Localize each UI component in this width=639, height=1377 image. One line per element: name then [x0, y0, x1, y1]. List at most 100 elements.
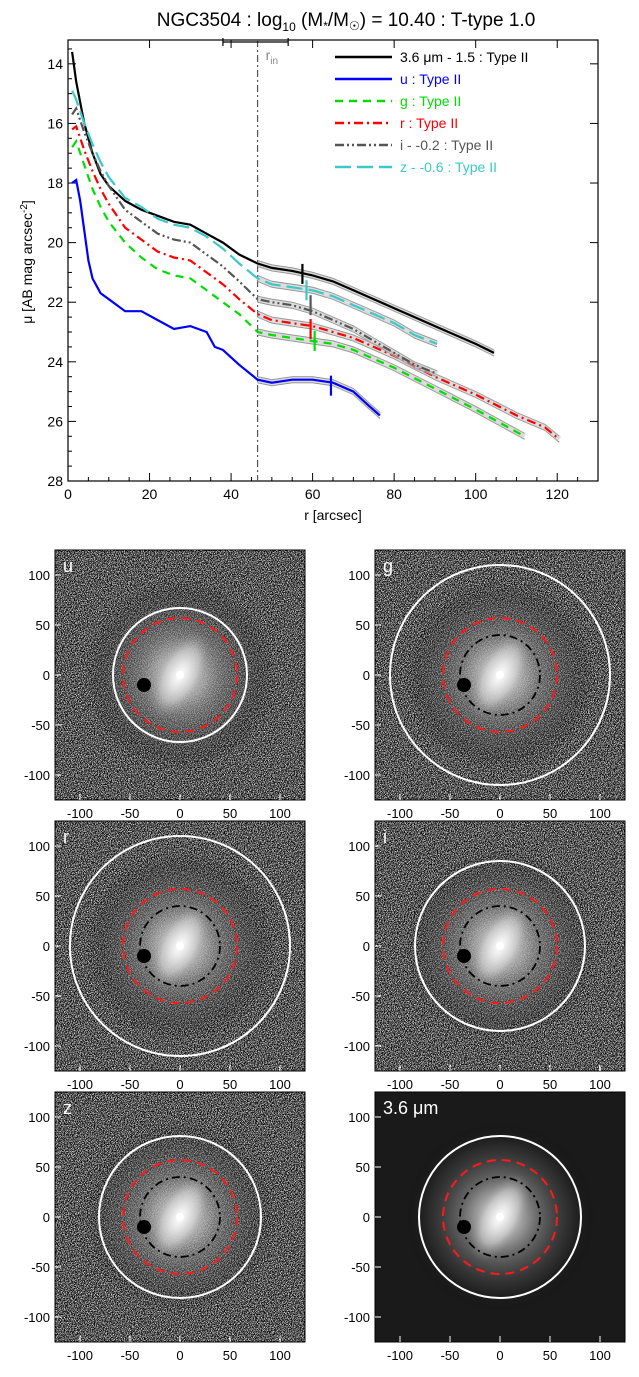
panel-x-tick-label: 100	[269, 806, 291, 821]
panel-x-tick-label: -50	[441, 1077, 460, 1092]
x-tick-label: 40	[223, 486, 239, 502]
legend-label: g : Type II	[400, 93, 461, 109]
inner-dashdot-circle	[139, 905, 221, 987]
y-axis-label: μ [AB mag arcsec-2]	[19, 200, 35, 324]
red-dashed-circle	[442, 1159, 558, 1275]
chart-title: NGC3504 : log10 (M*/M☉) = 10.40 : T-type…	[157, 10, 536, 34]
y-tick-label: 26	[47, 413, 63, 429]
panel-x-tick-label: 100	[589, 1348, 611, 1363]
panel-x-tick-label: 100	[269, 1348, 291, 1363]
x-tick-label: 20	[142, 486, 158, 502]
masked-star	[137, 949, 151, 963]
panel-y-tick-label: 100	[28, 568, 50, 583]
profile-chart: NGC3504 : log10 (M*/M☉) = 10.40 : T-type…	[19, 10, 599, 523]
panel-layer: u -100 -100 -50 -50 0 0 50 50 100 100 g -100 -100 -50 -…	[24, 549, 626, 1363]
panel-x-tick-label: -100	[67, 1348, 93, 1363]
panel-x-tick-label: 50	[543, 1077, 557, 1092]
panel-x-tick-label: -100	[387, 806, 413, 821]
panel-label: 3.6 μm	[383, 1098, 438, 1118]
red-dashed-circle	[122, 888, 238, 1004]
outer-circle	[69, 835, 291, 1057]
galaxy-nucleus	[496, 1213, 504, 1221]
series-line-0	[71, 51, 495, 354]
galaxy-nucleus	[176, 1213, 184, 1221]
image-panels: u -100 -100 -50 -50 0 0 50 50 100 100 g -100 -100 -50 -…	[24, 549, 626, 1363]
series-layer	[71, 51, 562, 443]
panel-y-tick-label: -50	[351, 1260, 370, 1275]
y-tick-label: 22	[47, 294, 63, 310]
inner-dashdot-circle	[459, 634, 541, 716]
series-line-2	[71, 138, 526, 438]
series-line-1	[71, 178, 381, 417]
panel-x-tick-label: 0	[496, 806, 503, 821]
panel-y-tick-label: 50	[356, 1160, 370, 1175]
outer-circle	[98, 1135, 262, 1299]
panel-y-tick-label: 0	[363, 1210, 370, 1225]
panel-x-tick-label: -50	[121, 806, 140, 821]
panel-y-tick-label: 50	[36, 1160, 50, 1175]
x-tick-label: 60	[305, 486, 321, 502]
image-panel-0: u -100 -100 -50 -50 0 0 50 50 100 100	[24, 549, 306, 821]
panel-label: z	[63, 1098, 72, 1118]
panel-label: r	[63, 827, 69, 847]
legend-label: u : Type II	[400, 71, 461, 87]
panel-x-tick-label: 100	[269, 1077, 291, 1092]
panel-x-tick-label: 0	[176, 1077, 183, 1092]
red-dashed-circle	[122, 617, 238, 733]
image-panel-1: g -100 -100 -50 -50 0 0 50 50 100 100	[344, 549, 626, 821]
outer-circle	[414, 860, 586, 1032]
panel-y-tick-label: 100	[28, 839, 50, 854]
red-dashed-circle	[122, 1159, 238, 1275]
panel-y-tick-label: 0	[43, 1210, 50, 1225]
panel-x-tick-label: 0	[496, 1077, 503, 1092]
panel-x-tick-label: 50	[543, 806, 557, 821]
panel-x-tick-label: 0	[496, 1348, 503, 1363]
y-tick-label: 20	[47, 235, 63, 251]
panel-y-tick-label: 50	[356, 618, 370, 633]
panel-x-tick-label: 50	[223, 1348, 237, 1363]
panel-x-tick-label: -50	[441, 1348, 460, 1363]
panel-x-tick-label: 100	[589, 806, 611, 821]
masked-star	[137, 678, 151, 692]
panel-y-tick-label: 0	[43, 939, 50, 954]
masked-star	[457, 678, 471, 692]
y-tick-label: 18	[47, 175, 63, 191]
inner-dashdot-circle	[139, 1176, 221, 1258]
panel-y-tick-label: 100	[348, 1110, 370, 1125]
error-band	[256, 376, 382, 418]
x-tick-label: 120	[546, 486, 570, 502]
legend: 3.6 μm - 1.5 : Type II u : Type II g : Typ…	[335, 49, 528, 175]
panel-y-tick-label: 0	[363, 668, 370, 683]
panel-y-tick-label: 0	[43, 668, 50, 683]
panel-y-tick-label: -100	[344, 768, 370, 783]
red-dashed-circle	[442, 888, 558, 1004]
outer-circle	[418, 1135, 582, 1299]
panel-x-tick-label: -100	[67, 1077, 93, 1092]
panel-x-tick-label: -100	[387, 1348, 413, 1363]
masked-star	[457, 949, 471, 963]
masked-star	[457, 1220, 471, 1234]
y-tick-label: 24	[47, 354, 63, 370]
panel-label: g	[383, 556, 393, 576]
panel-y-tick-label: -100	[344, 1310, 370, 1325]
panel-y-tick-label: -50	[31, 989, 50, 1004]
panel-y-tick-label: 100	[28, 1110, 50, 1125]
legend-label: r : Type II	[400, 115, 458, 131]
panel-y-tick-label: 50	[36, 618, 50, 633]
legend-label: 3.6 μm - 1.5 : Type II	[400, 49, 528, 65]
panel-x-tick-label: 50	[223, 806, 237, 821]
series-line-3	[71, 124, 561, 441]
x-tick-label: 80	[386, 486, 402, 502]
panel-x-tick-label: 0	[176, 1348, 183, 1363]
outer-circle	[112, 607, 248, 743]
panel-y-tick-label: -100	[24, 1310, 50, 1325]
panel-y-tick-label: -50	[351, 989, 370, 1004]
panel-label: u	[63, 556, 73, 576]
red-dashed-circle	[442, 617, 558, 733]
image-panel-2: r -100 -100 -50 -50 0 0 50 50 100 100	[24, 820, 306, 1092]
masked-star	[137, 1220, 151, 1234]
series-line-5	[71, 90, 438, 345]
image-panel-4: z -100 -100 -50 -50 0 0 50 50 100 100	[24, 1091, 306, 1363]
inner-dashdot-circle	[459, 1176, 541, 1258]
x-ticks: 0 20 40 60 80 100 120	[64, 40, 579, 502]
